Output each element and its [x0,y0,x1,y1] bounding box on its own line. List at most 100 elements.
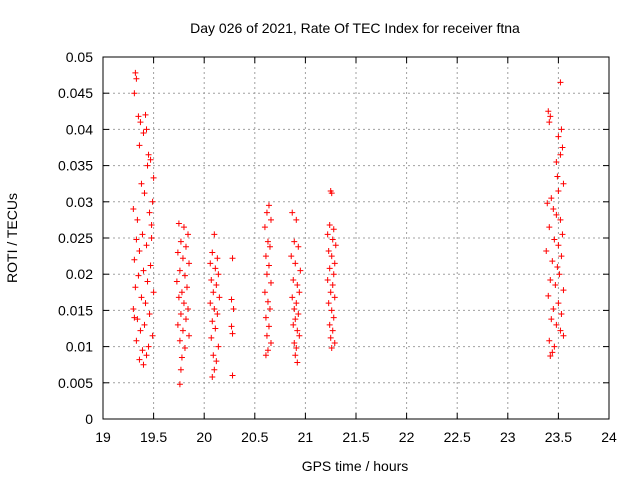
data-point [325,300,332,307]
data-point [138,180,145,187]
data-point [177,311,184,318]
x-tick-label: 21 [298,429,314,445]
data-point [186,260,193,267]
data-point [293,345,300,352]
data-point [328,253,335,260]
x-tick-label: 23.5 [545,429,572,445]
data-point [261,224,268,231]
data-point [331,339,338,346]
data-points [130,69,567,388]
x-tick-label: 20 [196,429,212,445]
data-point [326,321,333,328]
data-point [207,300,214,307]
x-tick-label: 23 [500,429,516,445]
data-point [209,249,216,256]
data-point [557,79,564,86]
x-axis-label: GPS time / hours [302,458,409,474]
y-tick-label: 0.03 [66,194,93,210]
data-point [327,289,334,296]
data-point [560,180,567,187]
data-point [180,300,187,307]
data-point [137,327,144,334]
y-axis-ticks: 0 0.005 0.01 0.015 0.02 0.025 0.03 0.035 0.04 0.0… [58,49,609,427]
data-point [228,323,235,330]
data-point [291,238,298,245]
data-point [148,221,155,228]
data-point [134,216,141,223]
data-point [329,282,336,289]
y-tick-label: 0.02 [66,266,93,282]
data-point [215,271,222,278]
data-point [140,361,147,368]
data-point [553,211,560,218]
data-point [289,209,296,216]
data-point [213,282,220,289]
data-point [328,190,335,197]
data-point [557,216,564,223]
data-point [134,316,141,323]
data-point [175,294,182,301]
data-point [212,265,219,272]
data-point [547,353,554,360]
data-point [557,151,564,158]
data-point [229,372,236,379]
data-point [136,356,143,363]
data-point [143,352,150,359]
data-point [560,332,567,339]
data-point [207,260,214,267]
data-point [133,337,140,344]
data-point [293,300,300,307]
data-point [229,255,236,262]
data-point [177,366,184,373]
data-point [174,321,181,328]
data-point [558,126,565,133]
data-point [264,238,271,245]
data-point [261,289,268,296]
data-point [147,156,154,163]
data-point [208,276,215,283]
data-point [179,327,186,334]
data-point [266,305,273,312]
data-point [176,381,183,388]
data-point [552,282,559,289]
data-point [148,235,155,241]
data-point [330,226,337,233]
data-point [551,236,558,243]
y-tick-label: 0.045 [58,85,93,101]
data-point [294,359,301,366]
data-point [557,327,564,334]
data-point [136,142,143,149]
data-point [547,113,554,120]
data-point [208,334,215,341]
data-point [545,292,552,299]
data-point [546,337,553,344]
data-point [263,271,270,278]
data-point [230,305,237,312]
data-point [292,316,299,323]
data-point [262,352,269,359]
data-point [553,158,560,165]
data-point [140,267,147,274]
data-point [559,231,566,238]
data-point [291,339,298,346]
y-tick-label: 0 [85,411,93,427]
data-point [262,253,269,260]
data-point [139,231,146,238]
data-point [554,263,561,270]
data-point [265,323,272,330]
data-point [133,236,140,243]
data-point [179,255,186,262]
data-point [228,296,235,303]
data-point [327,334,334,341]
data-point [132,284,139,291]
data-point [143,126,150,133]
y-tick-label: 0.025 [58,230,93,246]
data-point [211,366,218,373]
data-point [146,209,153,216]
data-point [211,305,218,312]
data-point [555,133,562,140]
data-point [214,255,221,262]
data-point [210,352,217,359]
data-point [143,242,150,249]
data-point [211,231,218,238]
